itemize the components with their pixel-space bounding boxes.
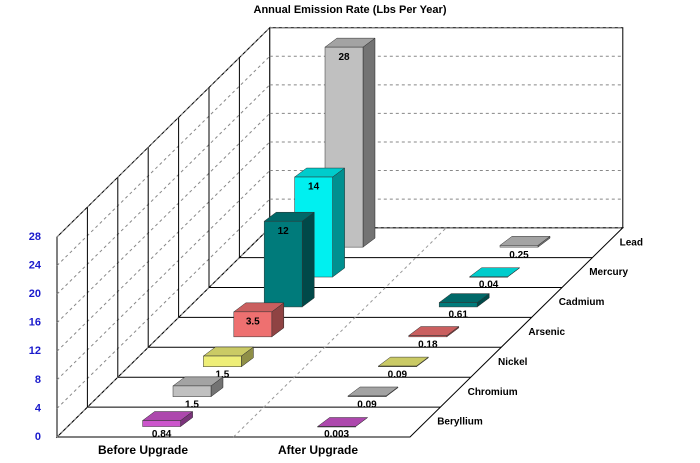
value-label: 0.04 [479,280,499,291]
value-label: 0.003 [324,429,349,440]
bar-side-shade [180,411,193,427]
series-label: Lead [620,237,643,248]
value-label: 0.18 [418,339,438,350]
value-label: 28 [338,52,350,63]
chart-title: Annual Emission Rate (Lbs Per Year) [254,4,447,16]
bar-side-shade [241,347,254,367]
series-label: Beryllium [437,417,483,428]
group-divider [233,227,447,438]
bar-side-shade [446,326,459,337]
series-label: Mercury [589,267,628,278]
bar [347,395,387,397]
value-label: 0.61 [448,310,468,321]
bar [142,420,181,427]
series-label: Nickel [498,357,528,368]
bar [469,276,508,278]
series-label: Chromium [468,387,518,398]
y-tick-label: 12 [29,345,41,357]
bar-side-shade [363,38,375,248]
bar [317,426,356,428]
bar-top-shade [203,347,254,357]
bar-top-shade [378,357,429,367]
y-tick-label: 20 [29,288,41,300]
x-tick-label: Before Upgrade [98,443,188,457]
bar-top-shade [325,38,375,48]
value-label: 14 [308,182,320,193]
bar-top-shade [294,168,345,178]
bar [378,365,417,367]
value-label: 0.84 [152,429,172,440]
bar-top-shade [348,386,398,396]
value-label: 0.09 [388,369,408,380]
bar-side-shade [302,212,315,307]
value-label: 0.25 [509,250,529,261]
bar-top-shade [469,267,520,277]
grid-line [56,198,271,409]
bar-side-shade [332,168,345,278]
y-tick-label: 0 [35,431,41,443]
grid-line [56,170,271,381]
grid-line [56,84,271,295]
value-label: 1.5 [185,399,199,410]
y-tick-label: 16 [29,317,41,329]
bar [203,355,242,367]
bar-top-shade [439,293,490,303]
bar-top-shade [408,326,459,336]
bar-side-shade [211,376,223,397]
grid-line [56,113,271,324]
bar-top-shade [500,236,550,246]
grid-line [56,227,271,438]
value-label: 1.5 [215,369,229,380]
x-tick-label: After Upgrade [278,443,358,457]
bar-side-shade [477,293,490,307]
bar-top-shade [233,302,284,312]
value-label: 12 [278,226,290,237]
bar-side-shade [538,236,550,248]
y-tick-label: 24 [29,259,42,271]
y-tick-label: 4 [35,402,42,414]
bar-top-shade [317,417,368,427]
bar-top-shade [264,212,315,222]
value-label: 0.09 [357,399,377,410]
y-tick-label: 8 [35,374,41,386]
bar [408,335,448,338]
bar [499,245,539,248]
bar-top-shade [173,376,223,386]
bar [172,385,212,397]
grid-line [56,141,271,352]
series-label: Arsenic [528,327,565,338]
grid-line [56,27,271,238]
bar [438,302,478,308]
bar-side-shade [271,302,284,337]
grid-line [56,55,271,266]
y-tick-label: 28 [29,231,41,243]
bar-top-shade [142,411,193,421]
series-label: Cadmium [559,297,605,308]
bar [233,311,273,338]
value-label: 3.5 [246,316,260,327]
bar [263,220,303,308]
